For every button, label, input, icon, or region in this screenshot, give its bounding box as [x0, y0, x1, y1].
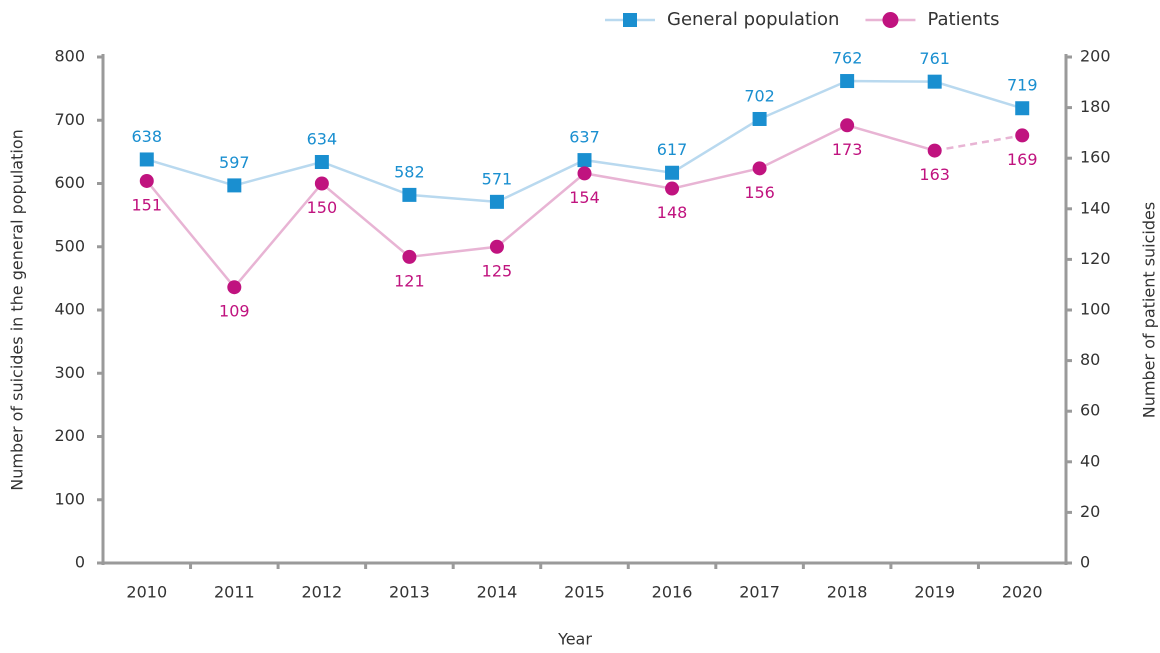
data-label: 582 [394, 162, 425, 181]
marker [139, 173, 154, 188]
x-tick-label: 2013 [389, 583, 430, 602]
y2-tick-label: 0 [1080, 553, 1090, 572]
data-label: 617 [657, 140, 688, 159]
data-label: 156 [744, 183, 775, 202]
x-tick-label: 2017 [739, 583, 780, 602]
marker [665, 165, 680, 180]
marker [665, 181, 680, 196]
x-tick-label: 2014 [477, 583, 518, 602]
marker [402, 249, 417, 264]
marker [1015, 128, 1030, 143]
y-tick-label: 800 [54, 47, 85, 66]
y-tick-label: 500 [54, 236, 85, 255]
y2-tick-label: 120 [1080, 249, 1111, 268]
y2-tick-label: 160 [1080, 148, 1111, 167]
data-label: 571 [482, 169, 513, 188]
data-label: 761 [919, 49, 950, 68]
marker [489, 194, 504, 209]
marker [577, 153, 592, 168]
data-label: 719 [1007, 76, 1038, 95]
marker [577, 166, 592, 181]
marker [314, 154, 329, 169]
legend-marker [623, 13, 637, 27]
data-label: 163 [919, 165, 950, 184]
x-tick-label: 2011 [214, 583, 255, 602]
data-label: 173 [832, 140, 863, 159]
marker [927, 143, 942, 158]
marker [840, 74, 855, 89]
data-label: 169 [1007, 150, 1038, 169]
data-label: 638 [131, 127, 162, 146]
y-tick-label: 200 [54, 426, 85, 445]
y2-tick-label: 180 [1080, 97, 1111, 116]
data-label: 109 [219, 302, 250, 321]
data-label: 762 [832, 49, 863, 68]
x-tick-label: 2012 [302, 583, 343, 602]
data-label: 154 [569, 188, 600, 207]
y-tick-label: 400 [54, 300, 85, 319]
y-tick-label: 600 [54, 173, 85, 192]
legend-label: Patients [927, 9, 999, 30]
data-label: 150 [307, 198, 338, 217]
y2-axis-label: Number of patient suicides [1140, 202, 1159, 418]
series-line-dashed [934, 134, 1023, 152]
data-label: 634 [307, 129, 338, 148]
series-line [145, 123, 936, 290]
data-label: 637 [569, 128, 600, 147]
y2-tick-label: 200 [1080, 47, 1111, 66]
y2-tick-label: 140 [1080, 198, 1111, 217]
data-label: 148 [657, 203, 688, 222]
legend-label: General population [667, 9, 839, 30]
marker [227, 178, 242, 193]
x-tick-label: 2020 [1002, 583, 1043, 602]
y2-tick-label: 40 [1080, 451, 1100, 470]
marker [227, 280, 242, 295]
marker [840, 118, 855, 133]
x-tick-label: 2016 [652, 583, 693, 602]
marker [752, 161, 767, 176]
x-tick-label: 2019 [914, 583, 955, 602]
marker [489, 239, 504, 254]
y2-tick-label: 100 [1080, 300, 1111, 319]
y-tick-label: 300 [54, 363, 85, 382]
data-label: 702 [744, 86, 775, 105]
x-axis-label: Year [557, 630, 592, 649]
marker [1015, 101, 1030, 116]
y2-tick-label: 80 [1080, 350, 1100, 369]
y-tick-label: 0 [75, 553, 85, 572]
data-label: 151 [131, 195, 162, 214]
data-label: 125 [482, 261, 513, 280]
y2-tick-label: 20 [1080, 502, 1100, 521]
marker [927, 74, 942, 89]
marker [139, 152, 154, 167]
y-tick-label: 100 [54, 489, 85, 508]
data-label: 597 [219, 153, 250, 172]
y-tick-label: 700 [54, 110, 85, 129]
x-tick-label: 2015 [564, 583, 605, 602]
y-axis-label: Number of suicides in the general popula… [8, 129, 27, 491]
marker [314, 176, 329, 191]
legend-marker [882, 12, 899, 28]
x-tick-label: 2010 [126, 583, 167, 602]
marker [752, 111, 767, 126]
x-tick-label: 2018 [827, 583, 868, 602]
marker [402, 187, 417, 202]
data-label: 121 [394, 271, 425, 290]
y2-tick-label: 60 [1080, 401, 1100, 420]
